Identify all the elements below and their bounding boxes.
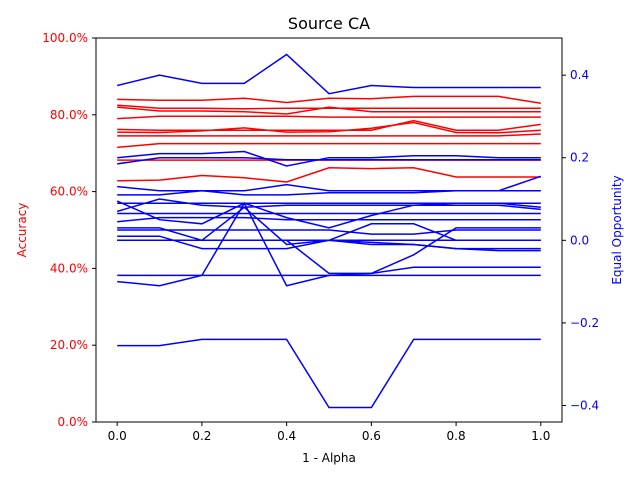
y-axis-right-label: Equal Opportunity [610, 175, 624, 284]
accuracy-series-group [117, 95, 541, 183]
x-tick-label: 0.4 [277, 429, 296, 443]
y-left-tick-label: 80.0% [50, 108, 88, 122]
y-right-tick-label: 0.2 [570, 151, 589, 165]
plot-frame [95, 37, 563, 423]
y-left-tick-label: 20.0% [50, 338, 88, 352]
y-right-tick-label: 0.4 [570, 68, 589, 82]
accuracy-line-3 [117, 106, 541, 115]
equal-opportunity-line-1 [117, 53, 541, 95]
equal-opportunity-line-19 [117, 338, 541, 409]
accuracy-line-2 [117, 104, 541, 110]
y-left-tick-label: 60.0% [50, 185, 88, 199]
equal-opportunity-line-18 [117, 227, 541, 275]
equal-opportunity-line-7 [116, 198, 541, 213]
y-left-tick-label: 100.0% [42, 31, 88, 45]
y-right-tick-label: −0.4 [570, 398, 599, 412]
accuracy-line-4 [117, 115, 541, 120]
y-axis-left-label: Accuracy [15, 203, 29, 258]
x-axis-label: 1 - Alpha [302, 451, 356, 465]
accuracy-line-8 [117, 142, 541, 149]
y-left-tick-label: 0.0% [58, 415, 89, 429]
equal-opportunity-line-2 [117, 150, 541, 167]
y-right-tick-label: −0.2 [570, 316, 599, 330]
accuracy-line-7 [117, 133, 541, 137]
chart-title: Source CA [288, 14, 370, 33]
accuracy-line-10 [117, 167, 541, 183]
equal-opportunity-line-11 [117, 229, 541, 235]
y-axis-left: 0.0% 20.0% 40.0% 60.0% 80.0% 100.0% [42, 31, 96, 429]
equal-opportunity-line-17 [117, 201, 541, 287]
x-axis: 0.0 0.2 0.4 0.6 0.8 1.0 [108, 422, 550, 443]
equal-opportunity-line-9 [116, 200, 541, 229]
y-left-tick-label: 40.0% [50, 261, 88, 275]
x-tick-label: 0.2 [192, 429, 211, 443]
x-tick-label: 1.0 [531, 429, 550, 443]
x-tick-label: 0.8 [447, 429, 466, 443]
equal-opportunity-line-3 [117, 156, 541, 165]
y-right-tick-label: 0.0 [570, 233, 589, 247]
accuracy-line-5 [117, 119, 541, 131]
x-tick-label: 0.6 [362, 429, 381, 443]
accuracy-line-6 [117, 121, 541, 134]
y-axis-right: −0.4 −0.2 0.0 0.2 0.4 [562, 68, 599, 412]
equal-opportunity-line-10 [117, 216, 541, 223]
x-tick-label: 0.0 [108, 429, 127, 443]
equal-opportunity-series-group [116, 53, 542, 409]
equal-opportunity-line-5 [117, 190, 541, 196]
accuracy-line-1 [117, 95, 541, 105]
